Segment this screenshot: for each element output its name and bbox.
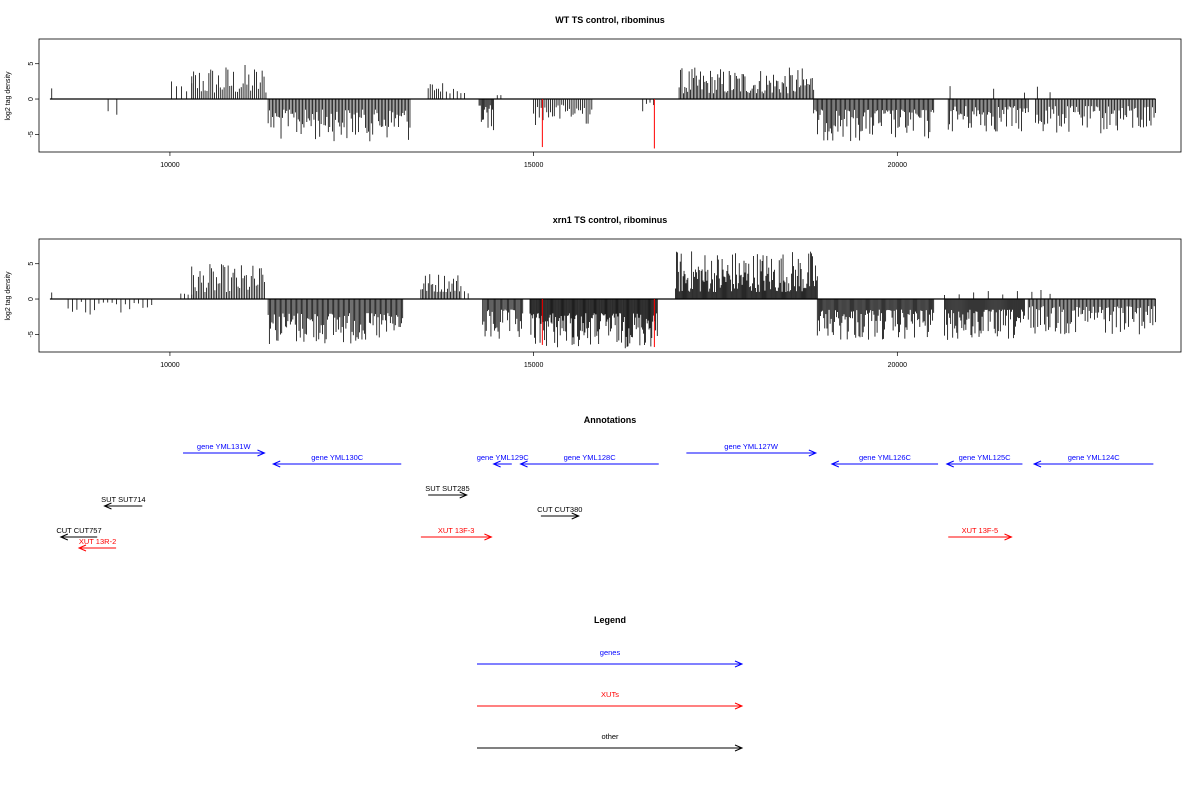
legend-panel: Legend genes XUTs other <box>477 615 744 752</box>
feature-arrow <box>830 460 939 468</box>
wt-bars <box>49 64 1156 149</box>
feature-label: XUT 13F-3 <box>438 526 475 535</box>
wt-axes: 5 0 -5 10000 15000 20000 <box>28 62 907 169</box>
legend-items: genes XUTs other <box>477 648 744 752</box>
y-tick-label: 5 <box>28 262 35 266</box>
legend-label: genes <box>600 648 621 657</box>
feature-label: gene YML126C <box>859 453 912 462</box>
feature-arrow <box>519 460 659 468</box>
feature-label: gene YML131W <box>197 442 252 451</box>
annotation-features: gene YML131W gene YML130C gene YML129C gene… <box>56 442 1154 552</box>
feature-label: gene YML125C <box>959 453 1012 462</box>
feature-arrow <box>420 533 493 541</box>
feature-arrow <box>948 533 1013 541</box>
xrn1-plot-frame <box>38 238 1182 353</box>
feature-arrow <box>428 491 468 499</box>
feature-arrow <box>1032 460 1154 468</box>
feature-arrow <box>492 460 512 468</box>
legend-arrow <box>477 744 744 752</box>
feature-arrow <box>271 460 402 468</box>
x-tick-label: 20000 <box>888 162 908 169</box>
legend-label: other <box>601 732 619 741</box>
y-tick-label: -5 <box>28 131 35 137</box>
feature-label: gene YML130C <box>311 453 364 462</box>
xrn1-ylabel: log2 tag density <box>5 271 12 321</box>
x-tick-label: 10000 <box>160 362 180 369</box>
feature-arrow <box>59 533 98 541</box>
annotations-title: Annotations <box>584 415 637 425</box>
xrn1-panel-title: xrn1 TS control, ribominus <box>553 215 668 225</box>
wt-panel: WT TS control, ribominus log2 tag densit… <box>5 15 1182 169</box>
feature-arrow <box>945 460 1023 468</box>
feature-label: SUT SUT714 <box>101 495 145 504</box>
feature-arrow <box>183 449 266 457</box>
feature-label: CUT CUT757 <box>56 526 101 535</box>
wt-panel-title: WT TS control, ribominus <box>555 15 665 25</box>
legend-title: Legend <box>594 615 626 625</box>
xrn1-axes: 5 0 -5 10000 15000 20000 <box>28 262 907 369</box>
y-tick-label: 0 <box>28 97 35 101</box>
feature-label: CUT CUT380 <box>537 505 582 514</box>
x-tick-label: 15000 <box>524 162 544 169</box>
x-tick-label: 10000 <box>160 162 180 169</box>
feature-label: gene YML128C <box>564 453 617 462</box>
feature-label: XUT 13R-2 <box>79 537 116 546</box>
feature-label: gene YML127W <box>724 442 779 451</box>
legend-label: XUTs <box>601 690 619 699</box>
wt-plot-frame <box>38 38 1182 153</box>
feature-label: gene YML129C <box>477 453 530 462</box>
legend-arrow <box>477 660 744 668</box>
y-tick-label: -5 <box>28 331 35 337</box>
feature-arrow <box>686 449 818 457</box>
x-tick-label: 20000 <box>888 362 908 369</box>
feature-arrow <box>540 512 580 520</box>
feature-label: XUT 13F-5 <box>962 526 999 535</box>
feature-label: SUT SUT285 <box>425 484 469 493</box>
xrn1-bars <box>49 251 1156 349</box>
feature-arrow <box>103 502 143 510</box>
xrn1-panel: xrn1 TS control, ribominus log2 tag dens… <box>5 215 1182 369</box>
wt-ylabel: log2 tag density <box>5 71 12 121</box>
y-tick-label: 0 <box>28 297 35 301</box>
y-tick-label: 5 <box>28 62 35 66</box>
x-tick-label: 15000 <box>524 362 544 369</box>
legend-arrow <box>477 702 744 710</box>
feature-arrow <box>77 544 117 552</box>
feature-label: gene YML124C <box>1068 453 1121 462</box>
